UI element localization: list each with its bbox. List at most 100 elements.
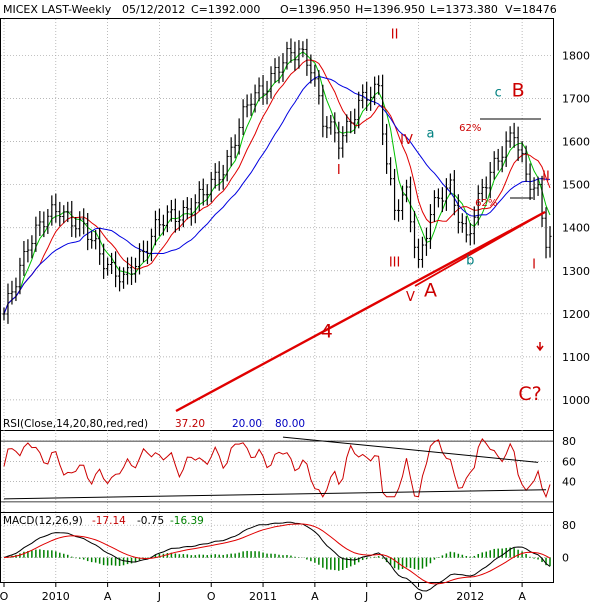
price-bar [229,137,233,167]
rsi-line [3,437,551,499]
price-tick-label: 1100 [562,351,590,364]
price-bar [448,173,452,195]
price-bar [46,209,50,234]
price-bar [388,157,393,186]
wave-label: c [495,85,502,100]
price-bar [257,77,261,102]
price-bar [149,228,154,262]
price-bar [62,205,66,224]
price-bar [309,54,313,84]
price-bar [341,126,345,158]
price-bar [325,116,329,139]
rsi-lower-trendline [3,489,547,500]
price-tick-label: 1600 [562,136,590,149]
price-bar [321,84,325,138]
price-bar [145,240,150,265]
price-bar [50,195,54,226]
rsi-upper-trendline [282,436,539,463]
wave-label: A [424,280,437,302]
price-bar [472,206,476,245]
wave-label: IV [400,133,413,148]
price-bar [253,84,257,113]
price-bar [201,178,205,206]
time-tick-label: A [311,590,319,603]
wave-label: I [532,258,536,273]
price-bar [333,112,337,143]
price-bar [349,111,353,134]
price-bar [18,257,22,295]
price-bar [404,179,409,203]
price-bar [297,40,301,69]
price-bar [277,56,281,84]
price-bar [492,151,496,180]
time-tick-label: J [157,590,161,603]
price-bar [476,185,480,226]
price-bar [369,86,373,111]
price-bar [460,213,464,233]
price-bar [345,114,349,143]
price-bar [353,108,357,134]
price-bar [110,252,114,275]
price-bar [464,216,468,243]
price-bar [2,307,6,321]
price-bar [193,194,197,224]
price-bar [161,214,166,236]
price-bar [241,99,245,136]
volume-readout: V=18476 [505,3,557,16]
price-bar [524,145,528,182]
price-bar [38,211,42,237]
price-tick-label: 1000 [562,394,590,407]
wave-label: III [389,255,401,270]
price-bar [129,256,134,285]
price-bar [544,207,548,259]
price-bar [22,240,26,276]
time-tick-label: A [518,590,526,603]
time-tick-label: O [414,590,423,603]
price-bar [113,251,118,288]
price-bar [484,176,488,199]
rsi-value: 37.20 [175,418,205,430]
price-bar [392,168,397,221]
price-bar [181,200,185,228]
price-bar [70,200,74,237]
price-bar [221,164,225,190]
wave-label: a [426,126,434,141]
macd-value: -17.14 [92,515,126,527]
price-bar [281,53,285,82]
price-bar [428,204,433,249]
price-bar [313,64,317,87]
price-bar [436,188,441,208]
price-bar [440,187,444,213]
price-bar [54,193,58,223]
date-readout: 05/12/2012 [122,3,185,16]
price-bar [412,210,417,259]
price-bar [169,199,173,222]
price-bar [385,123,389,174]
price-bar [237,118,241,155]
wave-label: B [512,79,525,101]
price-bar [141,240,146,263]
macd-tick-label: 0 [562,552,569,565]
high-readout: H=1396.950 [355,3,425,16]
wave-label: 62% [459,123,481,134]
price-bar [78,211,82,237]
price-bar [373,76,377,106]
open-readout: O=1396.950 [280,3,350,16]
time-tick-label: 2012 [456,590,484,603]
price-bar [496,148,500,171]
symbol-label: MICEX LAST-Weekly [3,3,112,16]
price-tick-label: 1400 [562,222,590,235]
price-bar [396,199,401,222]
time-tick-label: O [0,590,9,603]
price-bar [265,80,269,105]
price-bar [381,74,385,146]
price-bar [185,197,189,220]
price-bar [233,134,237,159]
price-bar [209,171,213,203]
price-bar [293,41,297,71]
price-bar [488,161,492,199]
price-bar [82,208,86,235]
price-bar [508,126,512,148]
price-bar [197,181,201,211]
